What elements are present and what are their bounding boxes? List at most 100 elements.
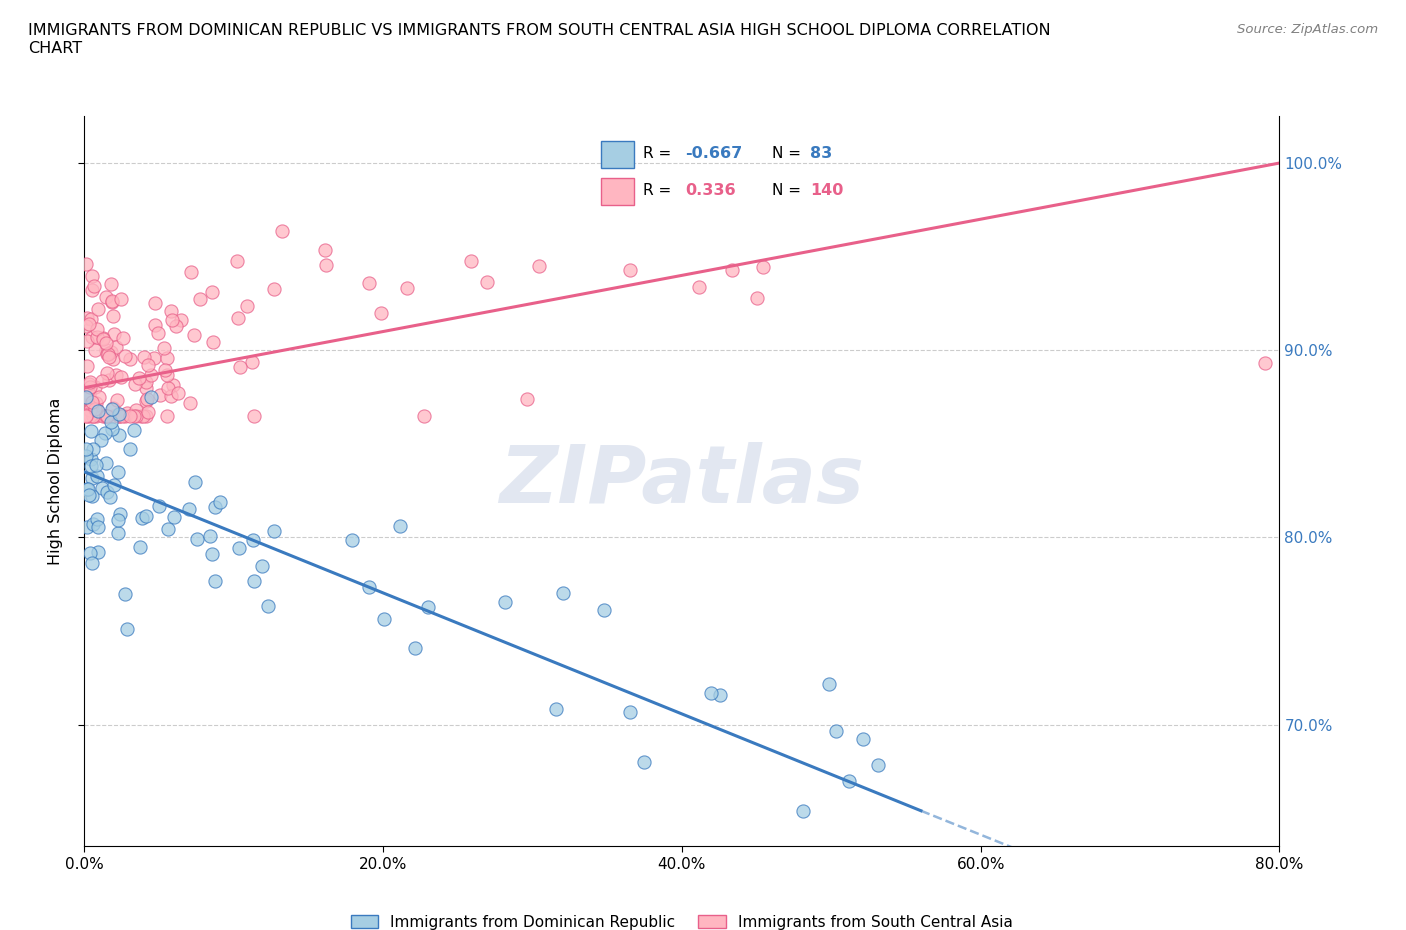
Point bbox=[139, 367, 162, 382]
Point bbox=[163, 510, 186, 525]
Point bbox=[86, 322, 108, 337]
Point bbox=[79, 408, 101, 423]
Point bbox=[700, 685, 723, 700]
Point bbox=[709, 688, 731, 703]
Point bbox=[866, 758, 889, 773]
Point bbox=[79, 379, 101, 394]
Point bbox=[75, 391, 97, 405]
Point bbox=[229, 359, 252, 374]
Point bbox=[124, 408, 146, 423]
Point bbox=[135, 408, 157, 423]
Point bbox=[83, 402, 105, 417]
Point bbox=[183, 327, 205, 342]
Point bbox=[82, 408, 104, 423]
Point bbox=[852, 732, 875, 747]
Point bbox=[228, 540, 250, 555]
Point bbox=[619, 262, 641, 277]
Point bbox=[494, 594, 516, 609]
Point bbox=[243, 408, 266, 423]
Point bbox=[75, 257, 97, 272]
Point bbox=[388, 519, 411, 534]
Point bbox=[263, 282, 285, 297]
Point bbox=[76, 333, 98, 348]
Point bbox=[90, 481, 112, 496]
Point bbox=[152, 340, 174, 355]
Y-axis label: High School Diploma: High School Diploma bbox=[48, 398, 63, 565]
Text: IMMIGRANTS FROM DOMINICAN REPUBLIC VS IMMIGRANTS FROM SOUTH CENTRAL ASIA HIGH SC: IMMIGRANTS FROM DOMINICAN REPUBLIC VS IM… bbox=[28, 23, 1050, 56]
Point bbox=[314, 242, 336, 257]
Point bbox=[84, 408, 107, 423]
Point bbox=[87, 404, 110, 418]
Point bbox=[94, 289, 117, 304]
Point bbox=[82, 408, 104, 423]
Point bbox=[108, 406, 131, 421]
Point bbox=[94, 342, 117, 357]
Point bbox=[77, 376, 100, 391]
Point bbox=[80, 282, 103, 297]
Point bbox=[157, 521, 180, 536]
Point bbox=[101, 294, 124, 309]
Point bbox=[136, 358, 159, 373]
Point bbox=[136, 405, 159, 419]
Point bbox=[82, 395, 104, 410]
Point bbox=[114, 349, 136, 364]
Point bbox=[91, 331, 114, 346]
Legend: Immigrants from Dominican Republic, Immigrants from South Central Asia: Immigrants from Dominican Republic, Immi… bbox=[344, 909, 1019, 930]
Point bbox=[120, 352, 142, 366]
Point bbox=[179, 501, 201, 516]
Point bbox=[79, 316, 101, 331]
Point bbox=[80, 458, 103, 473]
Point bbox=[76, 520, 98, 535]
Point bbox=[263, 524, 285, 538]
Point bbox=[129, 408, 152, 423]
Point bbox=[156, 408, 179, 423]
Point bbox=[131, 511, 153, 525]
Point bbox=[105, 367, 128, 382]
Point bbox=[101, 294, 124, 309]
Point bbox=[165, 318, 187, 333]
Point bbox=[153, 363, 176, 378]
Point bbox=[75, 407, 97, 422]
Point bbox=[228, 311, 250, 325]
Point bbox=[818, 677, 841, 692]
Point bbox=[100, 277, 122, 292]
Point bbox=[117, 621, 139, 636]
Point bbox=[475, 274, 498, 289]
Point bbox=[79, 403, 101, 418]
Point bbox=[240, 354, 263, 369]
Point bbox=[111, 408, 134, 423]
Point bbox=[101, 400, 124, 415]
Point bbox=[101, 421, 124, 436]
Point bbox=[250, 559, 273, 574]
Point bbox=[204, 574, 226, 589]
Point bbox=[96, 365, 118, 380]
Point bbox=[75, 408, 97, 423]
Point bbox=[98, 490, 121, 505]
Point bbox=[93, 408, 115, 423]
Point bbox=[94, 426, 117, 441]
Point bbox=[271, 224, 294, 239]
Point bbox=[89, 390, 111, 405]
Point bbox=[87, 544, 110, 559]
Point bbox=[315, 258, 337, 272]
Point bbox=[100, 345, 122, 360]
Point bbox=[593, 602, 616, 617]
Point bbox=[87, 301, 110, 316]
Point bbox=[148, 326, 170, 340]
Point bbox=[107, 428, 129, 443]
Point bbox=[170, 312, 193, 327]
Point bbox=[80, 312, 103, 326]
Point bbox=[751, 259, 773, 274]
Point bbox=[97, 347, 120, 362]
Point bbox=[243, 574, 266, 589]
Point bbox=[167, 385, 190, 400]
Point bbox=[84, 379, 107, 394]
Point bbox=[527, 259, 550, 273]
Point bbox=[370, 306, 392, 321]
Point bbox=[142, 351, 165, 365]
Point bbox=[91, 373, 114, 388]
Point bbox=[80, 488, 103, 503]
Point bbox=[86, 403, 108, 418]
Point bbox=[745, 290, 768, 305]
Point bbox=[160, 389, 183, 404]
